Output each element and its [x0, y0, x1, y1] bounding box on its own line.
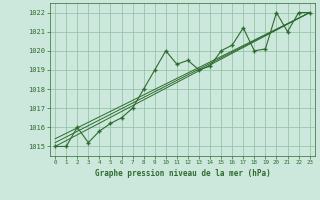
X-axis label: Graphe pression niveau de la mer (hPa): Graphe pression niveau de la mer (hPa): [94, 169, 270, 178]
